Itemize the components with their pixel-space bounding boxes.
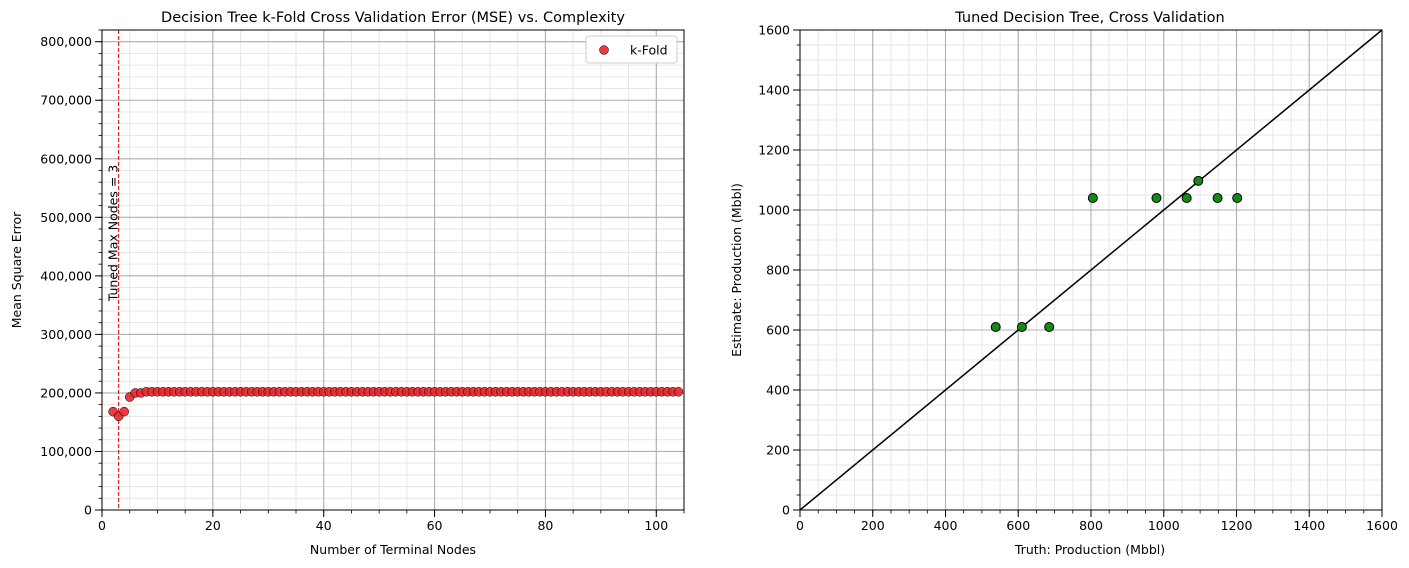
data-point	[1016, 322, 1027, 332]
x-tick-label: 80	[537, 518, 553, 533]
plot-frame	[799, 29, 1383, 511]
data-point	[1212, 193, 1223, 203]
x-tick-label: 800	[1079, 518, 1103, 533]
legend: k-Fold	[585, 35, 678, 64]
x-axis-label: Truth: Production (Mbbl)	[1014, 542, 1165, 557]
x-tick-label: 40	[316, 518, 332, 533]
y-tick-label: 400	[766, 383, 790, 398]
chart-title: Tuned Decision Tree, Cross Validation	[954, 10, 1225, 26]
reference-line	[799, 29, 1383, 511]
y-tick-label: 0	[84, 503, 92, 518]
y-tick-label: 400,000	[40, 268, 92, 283]
x-tick-label: 100	[644, 518, 668, 533]
y-tick-label: 300,000	[40, 327, 92, 342]
data-point	[119, 406, 129, 417]
data-point	[990, 322, 1001, 332]
y-tick-label: 100,000	[40, 444, 92, 459]
x-tick-label: 600	[1006, 518, 1030, 533]
tuned-nodes-annotation: Tuned Max Nodes = 3	[106, 165, 121, 303]
data-point	[1044, 322, 1055, 332]
x-tick-label: 1600	[1366, 518, 1398, 533]
y-tick-label: 500,000	[40, 210, 92, 225]
x-tick-label: 1400	[1293, 518, 1325, 533]
grid	[101, 29, 685, 511]
y-tick-label: 200	[766, 443, 790, 458]
y-tick-label: 800	[766, 263, 790, 278]
y-tick-label: 1400	[758, 83, 790, 98]
x-tick-label: 20	[205, 518, 221, 533]
x-tick-label: 0	[796, 518, 804, 533]
y-tick-label: 0	[782, 503, 790, 518]
y-tick-label: 600	[766, 323, 790, 338]
legend-label: k-Fold	[630, 43, 668, 58]
data-point	[1087, 193, 1098, 203]
x-tick-label: 60	[427, 518, 443, 533]
x-tick-label: 400	[934, 518, 958, 533]
legend-box	[585, 35, 678, 64]
data-marks	[799, 29, 1383, 511]
x-axis-label: Number of Terminal Nodes	[310, 542, 476, 557]
y-tick-label: 1600	[758, 23, 790, 38]
y-tick-label: 1200	[758, 143, 790, 158]
x-tick-label: 0	[98, 518, 106, 533]
y-axis-label: Estimate: Production (Mbbl)	[729, 183, 744, 357]
data-point	[1232, 193, 1243, 203]
y-tick-label: 1000	[758, 203, 790, 218]
y-axis-label: Mean Square Error	[9, 211, 24, 328]
data-point	[1151, 193, 1162, 203]
y-tick-label: 800,000	[40, 34, 92, 49]
legend-marker	[599, 45, 609, 55]
y-tick-label: 200,000	[40, 385, 92, 400]
x-tick-label: 1200	[1221, 518, 1253, 533]
mse-vs-complexity-chart: Tuned Max Nodes = 3 0 20 40 60 80 100 0 100,000…	[9, 10, 685, 557]
data-point	[1181, 193, 1192, 203]
data-point	[1193, 175, 1204, 186]
x-tick-label: 1000	[1148, 518, 1180, 533]
data-marks: Tuned Max Nodes = 3	[106, 30, 684, 510]
y-tick-label: 600,000	[40, 151, 92, 166]
y-tick-label: 700,000	[40, 93, 92, 108]
x-tick-label: 200	[861, 518, 885, 533]
axes: 0 20 40 60 80 100 0 100,000 200,000 300,000 400,00…	[40, 29, 685, 533]
plot-frame	[101, 29, 685, 511]
axes: 0 200 400 600 800 1000 1200 1400 1600 0 200 400 600 8…	[758, 23, 1398, 534]
truth-vs-estimate-chart: 0 200 400 600 800 1000 1200 1400 1600 0 200 400 600 8…	[729, 10, 1398, 557]
data-point	[673, 387, 684, 397]
chart-title: Decision Tree k-Fold Cross Validation Er…	[161, 10, 625, 26]
